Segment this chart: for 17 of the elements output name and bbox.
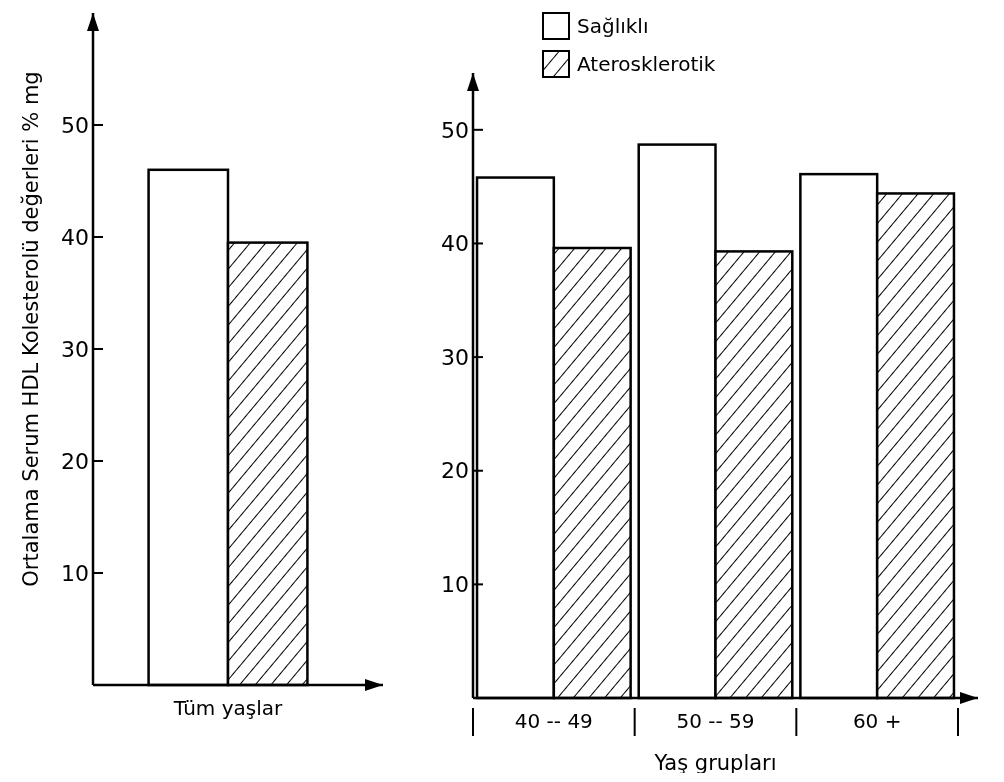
- legend-label: Aterosklerotik: [577, 52, 716, 76]
- y-tick-label: 10: [61, 560, 89, 586]
- x-tick-label: 40 -- 49: [514, 709, 593, 733]
- y-tick-label: 40: [61, 224, 89, 250]
- x-tick-label: Tüm yaşlar: [172, 696, 284, 720]
- y-tick-label: 50: [441, 117, 469, 143]
- y-tick-label: 20: [61, 448, 89, 474]
- x-tick-label: 60 +: [852, 709, 902, 733]
- y-tick-label: 20: [441, 458, 469, 484]
- y-tick-label: 40: [441, 231, 469, 257]
- x-tick-label: 50 -- 59: [676, 709, 755, 733]
- y-axis-title: Ortalama Serum HDL Kolesterolü değerleri % mg: [19, 71, 43, 587]
- y-tick-label: 10: [441, 572, 469, 598]
- y-tick-label: 30: [441, 344, 469, 370]
- y-tick-label: 50: [61, 112, 89, 138]
- legend-label: Sağlıklı: [577, 14, 649, 38]
- y-tick-label: 30: [61, 336, 89, 362]
